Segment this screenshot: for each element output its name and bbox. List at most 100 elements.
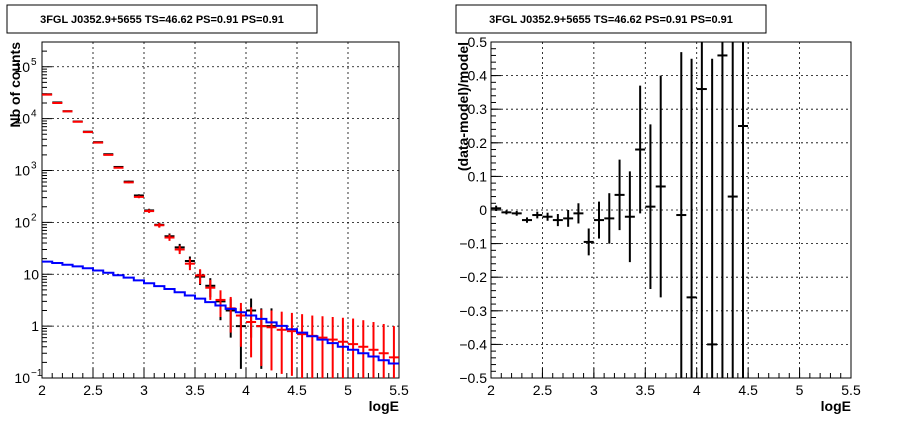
y-grid <box>491 41 851 379</box>
series-1 <box>42 93 399 378</box>
y-tick-label: 0.5 <box>468 34 488 50</box>
y-tick-label: −0.1 <box>459 236 487 252</box>
data-point <box>337 317 348 378</box>
data-point <box>82 131 93 134</box>
x-tick-label: 2.5 <box>533 382 553 398</box>
y-tick-exponent: 5 <box>31 57 37 68</box>
y-tick-label: 0.3 <box>468 101 488 117</box>
data-point <box>164 234 175 241</box>
data-point <box>491 205 502 212</box>
y-tick-label: 0.4 <box>468 68 488 84</box>
y-tick-exponent: 4 <box>31 109 37 120</box>
y-grid <box>42 50 399 379</box>
y-tick-label: 0 <box>479 202 487 218</box>
y-tick-label: 0.1 <box>468 168 488 184</box>
series-0 <box>491 42 748 378</box>
y-tick-label: −0.4 <box>459 336 487 352</box>
data-point <box>511 211 522 216</box>
y-tick-exponent: 3 <box>31 161 37 172</box>
y-tick-label: 1 <box>31 318 39 334</box>
y-tick-label: 10 <box>14 370 30 386</box>
y-tick-label: 0.2 <box>468 135 488 151</box>
data-point <box>614 159 625 231</box>
model-step-line <box>42 260 399 365</box>
data-point <box>286 312 297 376</box>
y-axis-label: (data-model)/model <box>455 42 471 171</box>
data-point <box>686 58 697 378</box>
x-tick-label: 5 <box>796 382 804 398</box>
data-point <box>563 210 574 227</box>
y-tick-label: −0.5 <box>459 370 487 386</box>
y-tick-label: 10 <box>14 59 30 75</box>
data-point <box>307 315 318 378</box>
title-box <box>6 4 318 34</box>
data-point <box>195 269 206 284</box>
data-point <box>368 322 379 378</box>
y-tick-label: 10 <box>14 214 30 230</box>
x-grid <box>41 42 400 378</box>
x-tick-label: 3 <box>140 382 148 398</box>
data-point <box>123 181 134 184</box>
data-point <box>738 42 748 378</box>
data-point <box>113 166 124 169</box>
data-point <box>72 120 83 123</box>
y-tick-label: −0.3 <box>459 303 487 319</box>
y-tick-exponent: −1 <box>31 368 43 379</box>
data-point <box>93 141 104 144</box>
residuals-chart: 2 2.5 3 3.5 4 4.5 5 5.5 −0.5 −0.4 −0.3 −0.2 −0.1 0 0.1… <box>455 4 861 414</box>
x-axis-label: logE <box>369 398 399 414</box>
data-point <box>266 310 277 371</box>
y-tick-label: 10 <box>14 111 30 127</box>
data-point <box>635 85 646 214</box>
data-point <box>174 245 185 255</box>
data-point <box>388 326 399 378</box>
x-tick-label: 2 <box>487 382 495 398</box>
data-point <box>542 212 553 221</box>
y-tick-label: 10 <box>23 266 39 282</box>
data-point <box>215 290 226 317</box>
data-point <box>522 217 532 223</box>
y-tick-exponent: 2 <box>31 212 37 223</box>
data-point <box>225 296 236 333</box>
data-point <box>235 302 246 347</box>
x-tick-label: 4 <box>242 382 250 398</box>
title-box <box>455 4 767 34</box>
data-point <box>501 210 512 215</box>
chart-title: 3FGL J0352.9+5655 TS=46.62 PS=0.91 PS=0.… <box>40 14 284 26</box>
data-point <box>655 75 666 298</box>
x-grid <box>490 42 852 378</box>
data-point <box>676 52 687 378</box>
x-tick-label: 2 <box>38 382 46 398</box>
data-point <box>348 318 359 378</box>
chart-title: 3FGL J0352.9+5655 TS=46.62 PS=0.91 PS=0.… <box>489 14 733 26</box>
data-point <box>573 203 584 224</box>
data-point <box>604 193 615 244</box>
data-point <box>154 223 165 228</box>
data-point <box>552 214 563 227</box>
data-point <box>133 195 144 199</box>
data-point <box>205 279 216 300</box>
data-point <box>103 153 114 156</box>
y-tick-label: 10 <box>14 163 30 179</box>
data-point <box>184 258 195 271</box>
x-tick-label: 3.5 <box>636 382 656 398</box>
data-point <box>727 42 738 378</box>
data-point <box>276 311 287 374</box>
data-point <box>717 42 728 378</box>
series-2 <box>42 260 399 365</box>
x-tick-label: 5.5 <box>389 382 409 398</box>
data-point <box>645 124 656 289</box>
x-axis-label: logE <box>821 398 851 414</box>
x-tick-label: 4.5 <box>738 382 758 398</box>
data-point <box>583 228 594 256</box>
data-point <box>144 209 155 213</box>
data-point <box>317 316 328 378</box>
y-axis-label: Nb of counts <box>7 42 23 128</box>
data-point <box>532 211 543 219</box>
x-tick-label: 3 <box>590 382 598 398</box>
x-tick-label: 2.5 <box>83 382 103 398</box>
data-point <box>696 42 707 378</box>
x-tick-label: 5.5 <box>841 382 861 398</box>
